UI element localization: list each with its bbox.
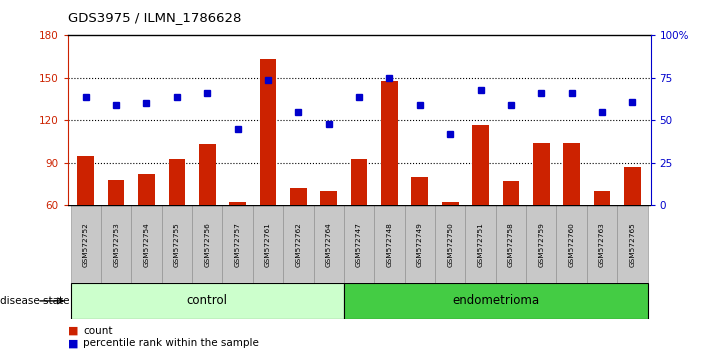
Text: GSM572761: GSM572761 (265, 222, 271, 267)
Text: GSM572750: GSM572750 (447, 222, 453, 267)
Text: GSM572757: GSM572757 (235, 222, 240, 267)
Text: GSM572752: GSM572752 (82, 222, 89, 267)
Text: GSM572756: GSM572756 (204, 222, 210, 267)
Bar (624, 167, 641, 205)
Text: GSM572749: GSM572749 (417, 222, 423, 267)
Text: GSM572754: GSM572754 (144, 222, 149, 267)
Bar (138, 174, 155, 205)
Text: GSM572753: GSM572753 (113, 222, 119, 267)
Text: GSM572751: GSM572751 (478, 222, 483, 267)
FancyBboxPatch shape (526, 205, 557, 283)
FancyBboxPatch shape (374, 205, 405, 283)
FancyBboxPatch shape (283, 205, 314, 283)
FancyBboxPatch shape (192, 205, 223, 283)
Bar (229, 202, 246, 205)
Bar (412, 177, 428, 205)
Text: GSM572763: GSM572763 (599, 222, 605, 267)
Text: endometrioma: endometrioma (452, 295, 539, 307)
FancyBboxPatch shape (161, 205, 192, 283)
Text: GSM572762: GSM572762 (295, 222, 301, 267)
Text: GSM572765: GSM572765 (629, 222, 636, 267)
FancyBboxPatch shape (435, 205, 465, 283)
Text: disease state: disease state (0, 296, 70, 306)
FancyBboxPatch shape (496, 205, 526, 283)
Text: GSM572758: GSM572758 (508, 222, 514, 267)
Bar (503, 181, 519, 205)
Text: ■: ■ (68, 326, 78, 336)
FancyBboxPatch shape (587, 205, 617, 283)
Text: GSM572747: GSM572747 (356, 222, 362, 267)
Bar (260, 59, 277, 205)
FancyBboxPatch shape (70, 205, 101, 283)
Bar (77, 156, 94, 205)
FancyBboxPatch shape (557, 205, 587, 283)
Bar (199, 144, 215, 205)
Text: ■: ■ (68, 338, 78, 348)
FancyBboxPatch shape (314, 205, 344, 283)
Text: GSM572764: GSM572764 (326, 222, 332, 267)
FancyBboxPatch shape (405, 205, 435, 283)
Bar (290, 188, 306, 205)
Bar (321, 191, 337, 205)
FancyBboxPatch shape (465, 205, 496, 283)
Bar (563, 143, 580, 205)
Text: GSM572759: GSM572759 (538, 222, 544, 267)
FancyBboxPatch shape (223, 205, 253, 283)
FancyBboxPatch shape (344, 283, 648, 319)
Text: percentile rank within the sample: percentile rank within the sample (83, 338, 259, 348)
Bar (351, 159, 368, 205)
Bar (442, 202, 459, 205)
Bar (533, 143, 550, 205)
FancyBboxPatch shape (253, 205, 283, 283)
Text: GSM572760: GSM572760 (569, 222, 574, 267)
FancyBboxPatch shape (344, 205, 374, 283)
Text: GSM572755: GSM572755 (174, 222, 180, 267)
Bar (108, 180, 124, 205)
Text: GDS3975 / ILMN_1786628: GDS3975 / ILMN_1786628 (68, 11, 241, 24)
FancyBboxPatch shape (617, 205, 648, 283)
Bar (472, 125, 489, 205)
FancyBboxPatch shape (101, 205, 132, 283)
FancyBboxPatch shape (70, 283, 344, 319)
Bar (381, 81, 397, 205)
Bar (169, 159, 185, 205)
Text: GSM572748: GSM572748 (386, 222, 392, 267)
Text: control: control (187, 295, 228, 307)
Text: count: count (83, 326, 112, 336)
FancyBboxPatch shape (132, 205, 161, 283)
Bar (594, 191, 610, 205)
